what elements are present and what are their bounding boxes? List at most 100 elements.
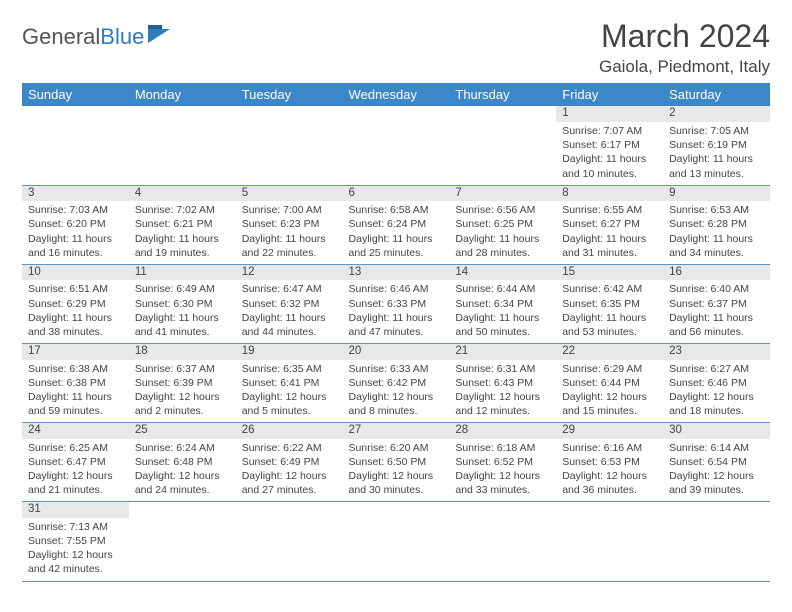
daylight-text-2: and 38 minutes. — [28, 325, 123, 339]
sunrise-text: Sunrise: 6:47 AM — [242, 282, 337, 296]
daylight-text-1: Daylight: 11 hours — [562, 311, 657, 325]
daylight-text-1: Daylight: 11 hours — [349, 232, 444, 246]
sunset-text: Sunset: 6:30 PM — [135, 297, 230, 311]
daylight-text-2: and 19 minutes. — [135, 246, 230, 260]
weekday-header: Saturday — [663, 83, 770, 106]
daylight-text-1: Daylight: 11 hours — [562, 152, 657, 166]
sunrise-text: Sunrise: 6:20 AM — [349, 441, 444, 455]
day-detail-cell: Sunrise: 6:31 AMSunset: 6:43 PMDaylight:… — [449, 360, 556, 423]
sunrise-text: Sunrise: 6:18 AM — [455, 441, 550, 455]
day-number-cell: 14 — [449, 264, 556, 280]
daylight-text-1: Daylight: 12 hours — [135, 469, 230, 483]
day-number-cell: 27 — [343, 423, 450, 439]
sunrise-text: Sunrise: 6:58 AM — [349, 203, 444, 217]
daylight-text-2: and 30 minutes. — [349, 483, 444, 497]
sunset-text: Sunset: 6:23 PM — [242, 217, 337, 231]
day-number-cell: 4 — [129, 185, 236, 201]
day-number-cell: 20 — [343, 344, 450, 360]
day-number-row: 17181920212223 — [22, 344, 770, 360]
sunset-text: Sunset: 6:37 PM — [669, 297, 764, 311]
sunrise-text: Sunrise: 6:27 AM — [669, 362, 764, 376]
daylight-text-2: and 22 minutes. — [242, 246, 337, 260]
header: GeneralBlue March 2024 Gaiola, Piedmont,… — [22, 18, 770, 77]
sunset-text: Sunset: 6:17 PM — [562, 138, 657, 152]
day-detail-cell: Sunrise: 6:35 AMSunset: 6:41 PMDaylight:… — [236, 360, 343, 423]
sunrise-text: Sunrise: 7:03 AM — [28, 203, 123, 217]
day-detail-cell: Sunrise: 6:53 AMSunset: 6:28 PMDaylight:… — [663, 201, 770, 264]
daylight-text-2: and 41 minutes. — [135, 325, 230, 339]
sunset-text: Sunset: 6:27 PM — [562, 217, 657, 231]
daylight-text-1: Daylight: 12 hours — [135, 390, 230, 404]
sunrise-text: Sunrise: 6:55 AM — [562, 203, 657, 217]
daylight-text-2: and 12 minutes. — [455, 404, 550, 418]
day-number-cell — [236, 502, 343, 518]
day-detail-cell: Sunrise: 7:03 AMSunset: 6:20 PMDaylight:… — [22, 201, 129, 264]
sunrise-text: Sunrise: 6:44 AM — [455, 282, 550, 296]
daylight-text-1: Daylight: 11 hours — [455, 232, 550, 246]
sunrise-text: Sunrise: 6:46 AM — [349, 282, 444, 296]
weekday-header: Tuesday — [236, 83, 343, 106]
sunrise-text: Sunrise: 6:35 AM — [242, 362, 337, 376]
day-detail-cell: Sunrise: 6:51 AMSunset: 6:29 PMDaylight:… — [22, 280, 129, 343]
daylight-text-1: Daylight: 12 hours — [562, 390, 657, 404]
sunset-text: Sunset: 6:32 PM — [242, 297, 337, 311]
day-detail-cell — [129, 122, 236, 185]
day-number-row: 24252627282930 — [22, 423, 770, 439]
sunset-text: Sunset: 6:25 PM — [455, 217, 550, 231]
daylight-text-2: and 39 minutes. — [669, 483, 764, 497]
daylight-text-2: and 13 minutes. — [669, 167, 764, 181]
daylight-text-1: Daylight: 11 hours — [455, 311, 550, 325]
daylight-text-1: Daylight: 11 hours — [669, 232, 764, 246]
sunrise-text: Sunrise: 6:40 AM — [669, 282, 764, 296]
day-detail-row: Sunrise: 7:03 AMSunset: 6:20 PMDaylight:… — [22, 201, 770, 264]
day-detail-cell: Sunrise: 7:07 AMSunset: 6:17 PMDaylight:… — [556, 122, 663, 185]
day-number-cell: 2 — [663, 106, 770, 122]
day-detail-cell: Sunrise: 6:27 AMSunset: 6:46 PMDaylight:… — [663, 360, 770, 423]
sunrise-text: Sunrise: 6:16 AM — [562, 441, 657, 455]
day-detail-row: Sunrise: 6:38 AMSunset: 6:38 PMDaylight:… — [22, 360, 770, 423]
brand-part1: General — [22, 24, 100, 50]
day-number-cell: 16 — [663, 264, 770, 280]
day-number-cell — [449, 106, 556, 122]
sunrise-text: Sunrise: 6:33 AM — [349, 362, 444, 376]
daylight-text-1: Daylight: 11 hours — [242, 311, 337, 325]
sunset-text: Sunset: 6:35 PM — [562, 297, 657, 311]
daylight-text-2: and 2 minutes. — [135, 404, 230, 418]
daylight-text-1: Daylight: 11 hours — [562, 232, 657, 246]
sunset-text: Sunset: 6:24 PM — [349, 217, 444, 231]
daylight-text-2: and 28 minutes. — [455, 246, 550, 260]
day-number-cell: 11 — [129, 264, 236, 280]
day-number-cell: 17 — [22, 344, 129, 360]
day-number-cell: 12 — [236, 264, 343, 280]
daylight-text-2: and 24 minutes. — [135, 483, 230, 497]
day-detail-cell — [343, 518, 450, 581]
day-detail-cell: Sunrise: 6:14 AMSunset: 6:54 PMDaylight:… — [663, 439, 770, 502]
day-number-cell: 26 — [236, 423, 343, 439]
day-detail-cell: Sunrise: 6:47 AMSunset: 6:32 PMDaylight:… — [236, 280, 343, 343]
day-detail-cell: Sunrise: 6:55 AMSunset: 6:27 PMDaylight:… — [556, 201, 663, 264]
day-detail-cell — [236, 518, 343, 581]
day-number-cell: 31 — [22, 502, 129, 518]
sunset-text: Sunset: 6:49 PM — [242, 455, 337, 469]
sunrise-text: Sunrise: 6:22 AM — [242, 441, 337, 455]
day-detail-cell — [22, 122, 129, 185]
calendar-table: Sunday Monday Tuesday Wednesday Thursday… — [22, 83, 770, 582]
daylight-text-2: and 50 minutes. — [455, 325, 550, 339]
sunrise-text: Sunrise: 7:07 AM — [562, 124, 657, 138]
daylight-text-1: Daylight: 11 hours — [135, 311, 230, 325]
day-detail-cell — [236, 122, 343, 185]
brand-logo: GeneralBlue — [22, 18, 174, 50]
day-number-cell: 22 — [556, 344, 663, 360]
day-number-row: 12 — [22, 106, 770, 122]
day-detail-cell: Sunrise: 6:40 AMSunset: 6:37 PMDaylight:… — [663, 280, 770, 343]
daylight-text-1: Daylight: 11 hours — [669, 152, 764, 166]
sunset-text: Sunset: 6:33 PM — [349, 297, 444, 311]
daylight-text-2: and 5 minutes. — [242, 404, 337, 418]
sunset-text: Sunset: 6:50 PM — [349, 455, 444, 469]
daylight-text-1: Daylight: 12 hours — [455, 390, 550, 404]
day-number-cell — [129, 502, 236, 518]
day-detail-cell — [556, 518, 663, 581]
daylight-text-1: Daylight: 12 hours — [349, 469, 444, 483]
sunset-text: Sunset: 7:55 PM — [28, 534, 123, 548]
daylight-text-2: and 36 minutes. — [562, 483, 657, 497]
